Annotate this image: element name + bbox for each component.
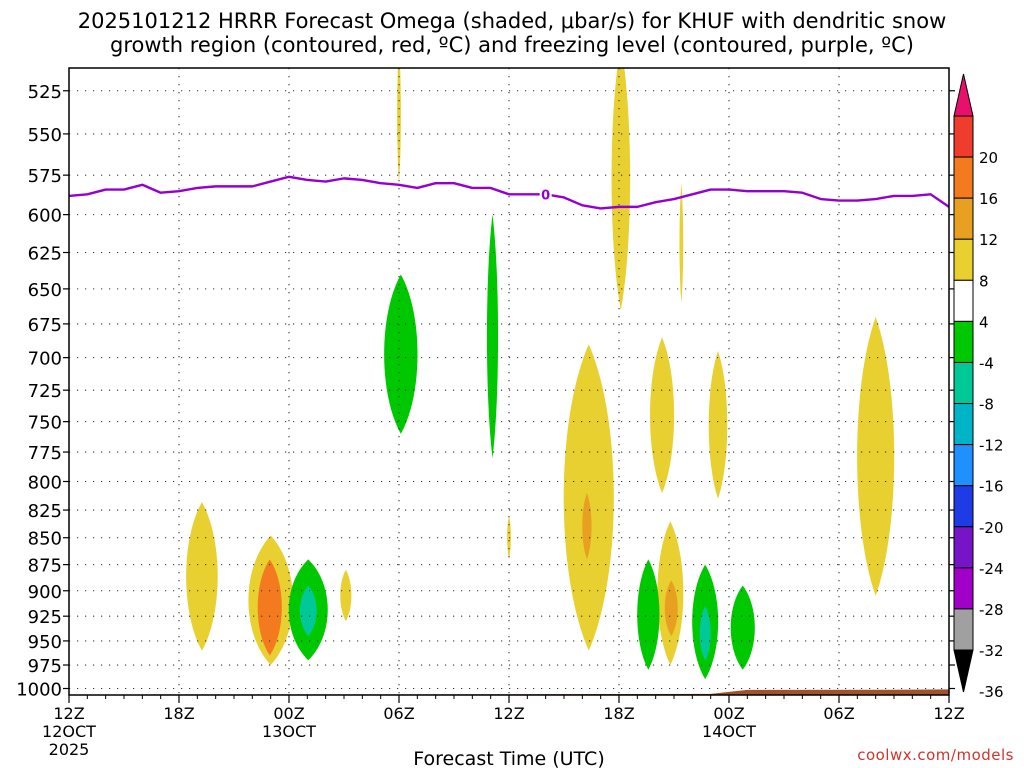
omega-shading-layer (186, 68, 895, 680)
y-tick-label-600: 600 (28, 206, 62, 227)
y-tick-label-925: 925 (28, 607, 62, 628)
y-tick-label-1000: 1000 (16, 680, 62, 701)
x-tick-label-0-2: 2025 (49, 740, 90, 759)
colorbar-top-triangle (953, 73, 974, 117)
omega-region-2 (611, 68, 631, 311)
omega-region-10 (664, 580, 678, 637)
freezing-level-line (68, 175, 950, 210)
chart-title-line-1: 2025101212 HRRR Forecast Omega (shaded, … (77, 9, 947, 33)
colorbar-label-11: -28 (979, 601, 1004, 619)
omega-region-21 (637, 559, 660, 670)
x-tick-label-3-0: 06Z (383, 704, 414, 723)
freezing-label-bg (539, 186, 552, 201)
colorbar-bottom-triangle (953, 649, 974, 693)
x-tick-label-8-0: 12Z (933, 704, 964, 723)
freezing-level-layer: 0 (68, 175, 950, 210)
colorbar-swatch-3 (953, 197, 974, 240)
x-tick-label-0-0: 12Z (53, 704, 84, 723)
omega-region-24 (730, 585, 755, 670)
colorbar-label-5: -4 (979, 354, 994, 372)
x-tick-label-0-1: 12OCT (42, 722, 96, 741)
colorbar-swatch-4 (953, 238, 974, 281)
chart-title-line-2: growth region (contoured, red, ºC) and f… (110, 33, 914, 57)
omega-region-6 (857, 316, 895, 596)
colorbar-label-0: 20 (979, 149, 998, 167)
y-tick-label-825: 825 (28, 501, 62, 522)
site-credit: coolwx.com/models (857, 746, 1014, 764)
colorbar-label-4: 4 (979, 313, 989, 331)
x-tick-label-4-0: 12Z (493, 704, 524, 723)
omega-region-18 (486, 214, 499, 459)
colorbar-label-9: -20 (979, 519, 1004, 537)
y-tick-label-800: 800 (28, 473, 62, 494)
y-tick-label-900: 900 (28, 582, 62, 603)
colorbar-swatch-6 (953, 320, 974, 363)
omega-region-14 (261, 569, 279, 632)
colorbar-label-10: -24 (979, 560, 1004, 578)
omega-region-15 (340, 569, 352, 622)
y-tick-label-525: 525 (28, 82, 62, 103)
colorbar-label-7: -12 (979, 437, 1004, 455)
omega-region-4 (650, 337, 675, 494)
colorbar-swatch-7 (953, 361, 974, 405)
y-tick-label-875: 875 (28, 556, 62, 577)
y-axis: 525 550 575 600 625 650 675 700 725 750 775 800 825 8… (16, 82, 955, 701)
colorbar-swatch-2 (953, 156, 974, 199)
terrain-layer (69, 689, 949, 696)
x-tick-label-6-1: 14OCT (702, 722, 756, 741)
y-tick-label-700: 700 (28, 349, 62, 370)
y-tick-label-650: 650 (28, 280, 62, 301)
colorbar-swatch-9 (953, 444, 974, 487)
x-tick-label-2-1: 13OCT (262, 722, 316, 741)
colorbar-swatch-10 (953, 485, 974, 528)
gridlines-layer (69, 68, 949, 695)
x-tick-label-6-0: 00Z (713, 704, 744, 723)
colorbar: 20 16 12 8 4 -4 -8 -12 -16 -20 -24 -28 -32 -36 (953, 73, 1004, 701)
colorbar-label-8: -16 (979, 478, 1004, 496)
colorbar-label-12: -32 (979, 642, 1004, 660)
y-tick-label-550: 550 (28, 125, 62, 146)
colorbar-label-2: 12 (979, 231, 998, 249)
omega-region-1 (397, 68, 401, 184)
y-tick-label-975: 975 (28, 656, 62, 677)
omega-region-11 (186, 502, 218, 651)
colorbar-swatch-11 (953, 526, 974, 569)
omega-region-7 (563, 344, 614, 651)
colorbar-swatch-13 (953, 608, 974, 651)
y-tick-label-725: 725 (28, 381, 62, 402)
y-tick-label-850: 850 (28, 529, 62, 550)
freezing-level-label: 0 (541, 188, 550, 203)
colorbar-swatch-8 (953, 403, 974, 446)
colorbar-swatch-1 (953, 115, 974, 158)
colorbar-swatch-12 (953, 567, 974, 610)
y-tick-label-575: 575 (28, 166, 62, 187)
x-tick-label-7-0: 06Z (823, 704, 854, 723)
omega-region-5 (708, 350, 728, 499)
y-tick-label-950: 950 (28, 632, 62, 653)
colorbar-swatch-5 (953, 279, 974, 322)
y-tick-label-625: 625 (28, 243, 62, 264)
x-tick-label-5-0: 18Z (603, 704, 634, 723)
colorbar-label-1: 16 (979, 190, 998, 208)
colorbar-label-6: -8 (979, 396, 994, 414)
y-tick-label-750: 750 (28, 413, 62, 434)
terrain-surface (69, 689, 949, 696)
omega-region-23 (699, 606, 711, 661)
colorbar-label-3: 8 (979, 272, 989, 290)
y-tick-label-675: 675 (28, 315, 62, 336)
omega-region-20 (299, 585, 317, 637)
x-tick-label-1-0: 18Z (163, 704, 194, 723)
omega-region-3 (679, 183, 684, 304)
x-axis-title: Forecast Time (UTC) (413, 748, 604, 768)
y-tick-label-775: 775 (28, 443, 62, 464)
omega-region-17 (384, 274, 418, 434)
colorbar-label-13: -36 (979, 683, 1004, 701)
x-tick-label-2-0: 00Z (273, 704, 304, 723)
